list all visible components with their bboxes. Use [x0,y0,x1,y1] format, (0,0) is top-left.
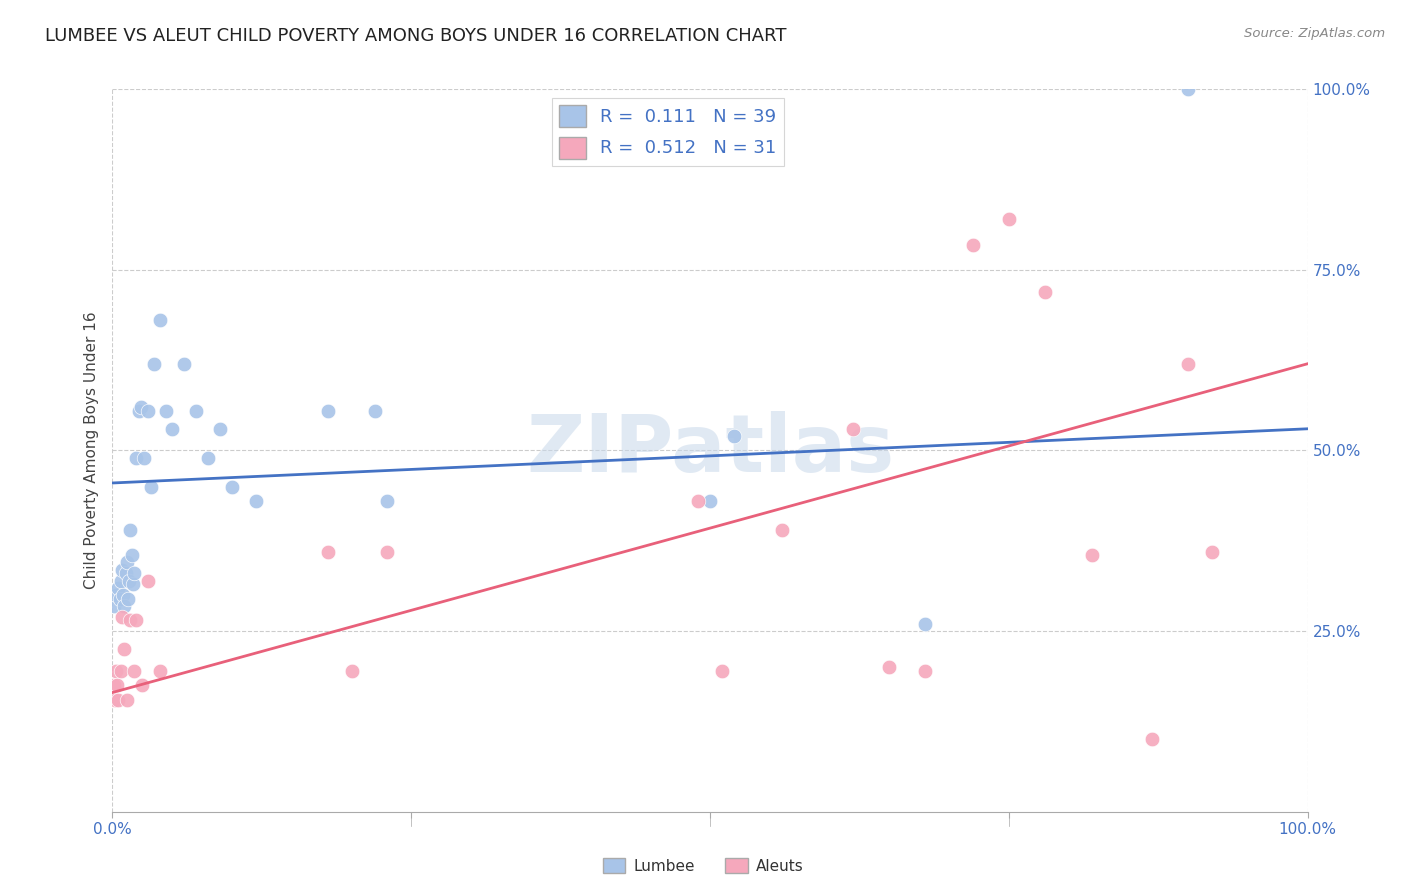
Point [1081,548,1104,562]
Y-axis label: Child Poverty Among Boys Under 16: Child Poverty Among Boys Under 16 [83,311,98,590]
Point [316,544,339,558]
Point [122,566,145,581]
Point [128,403,150,417]
Point [138,403,160,417]
Point [962,237,984,252]
Point [377,494,399,508]
Point [131,678,153,692]
Point [107,692,129,706]
Point [111,563,134,577]
Point [143,357,166,371]
Point [105,588,128,602]
Point [105,678,128,692]
Point [103,599,125,613]
Point [107,581,129,595]
Point [112,588,135,602]
Point [120,613,142,627]
Point [138,574,160,588]
Point [173,357,195,371]
Point [1142,732,1164,747]
Point [699,494,721,508]
Point [110,574,132,588]
Text: ZIPatlas: ZIPatlas [526,411,894,490]
Text: LUMBEE VS ALEUT CHILD POVERTY AMONG BOYS UNDER 16 CORRELATION CHART: LUMBEE VS ALEUT CHILD POVERTY AMONG BOYS… [45,27,786,45]
Point [115,692,138,706]
Point [914,664,936,678]
Point [118,574,141,588]
Point [245,494,267,508]
Point [117,591,139,606]
Point [711,664,734,678]
Point [221,480,243,494]
Point [105,664,128,678]
Point [1033,285,1056,299]
Point [122,664,145,678]
Point [186,403,208,417]
Point [209,422,232,436]
Point [111,609,134,624]
Text: Source: ZipAtlas.com: Source: ZipAtlas.com [1244,27,1385,40]
Point [688,494,710,508]
Point [139,480,162,494]
Point [120,523,142,537]
Point [104,692,127,706]
Point [162,422,183,436]
Point [316,403,339,417]
Point [125,613,148,627]
Point [114,566,136,581]
Point [125,450,148,465]
Point [129,400,152,414]
Point [723,429,745,443]
Point [149,664,172,678]
Point [115,556,138,570]
Point [770,523,793,537]
Point [1201,544,1223,558]
Legend: R =  0.111   N = 39, R =  0.512   N = 31: R = 0.111 N = 39, R = 0.512 N = 31 [551,98,785,166]
Point [1177,357,1199,371]
Point [1177,82,1199,96]
Point [340,664,363,678]
Point [842,422,865,436]
Point [879,660,901,674]
Point [998,212,1021,227]
Point [121,577,143,591]
Point [914,616,936,631]
Point [155,403,177,417]
Point [149,313,172,327]
Point [364,403,387,417]
Point [103,678,125,692]
Point [121,548,143,562]
Point [108,591,131,606]
Legend: Lumbee, Aleuts: Lumbee, Aleuts [596,852,810,880]
Point [110,664,132,678]
Point [114,642,135,657]
Point [197,450,219,465]
Point [132,450,155,465]
Point [114,599,135,613]
Point [377,544,399,558]
